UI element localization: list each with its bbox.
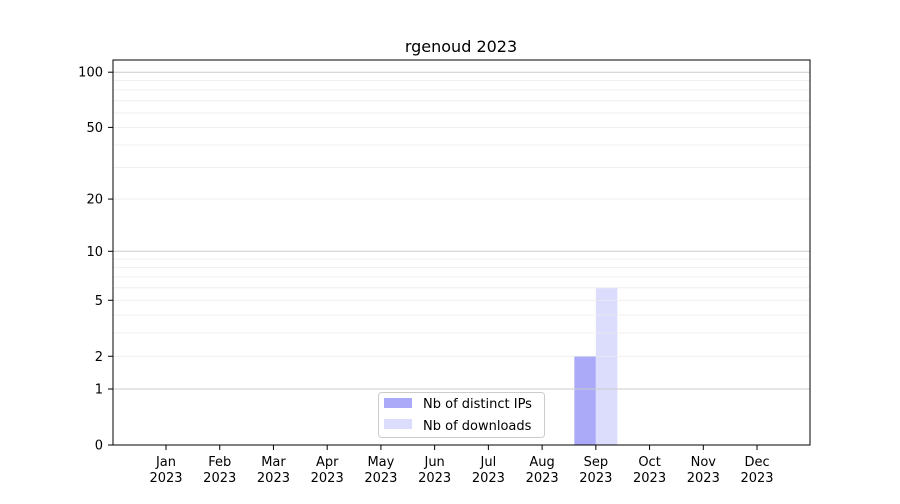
x-tick-label-month: Dec <box>744 455 769 470</box>
legend-swatch-downloads <box>384 419 412 429</box>
x-tick-label-year: 2023 <box>526 471 559 486</box>
x-tick-label-month: Nov <box>691 455 717 470</box>
x-axis: Jan2023Feb2023Mar2023Apr2023May2023Jun20… <box>149 445 774 486</box>
x-tick-label-month: Jan <box>155 455 176 470</box>
y-tick-label: 20 <box>86 193 103 208</box>
legend-label-downloads: Nb of downloads <box>423 419 532 434</box>
y-axis: 0 1 2 5 10 20 50 100 <box>78 66 113 454</box>
x-tick-label-year: 2023 <box>687 471 720 486</box>
x-tick-label-year: 2023 <box>364 471 397 486</box>
legend-label-ips: Nb of distinct IPs <box>423 397 532 412</box>
plot-frame <box>112 59 811 446</box>
legend-box <box>378 392 545 438</box>
x-tick-label-month: Oct <box>638 455 660 470</box>
bar-downloads <box>595 287 618 445</box>
x-tick-label-year: 2023 <box>257 471 290 486</box>
x-tick-label-year: 2023 <box>311 471 344 486</box>
x-tick-label-year: 2023 <box>472 471 505 486</box>
y-tick-label: 5 <box>95 294 103 309</box>
x-tick-label-month: Feb <box>208 455 231 470</box>
y-tick-label: 10 <box>86 245 103 260</box>
y-tick-label: 2 <box>95 350 103 365</box>
chart-title: rgenoud 2023 <box>405 37 517 56</box>
bars <box>574 287 618 445</box>
x-tick-label-month: Aug <box>529 455 554 470</box>
x-tick-label-month: Apr <box>316 455 339 470</box>
x-tick-label-month: Sep <box>584 455 609 470</box>
y-tick-label: 1 <box>95 383 103 398</box>
x-tick-label-month: Jul <box>480 455 497 470</box>
y-tick-label: 50 <box>86 121 103 136</box>
x-tick-label-year: 2023 <box>579 471 612 486</box>
x-tick-label-year: 2023 <box>633 471 666 486</box>
legend: Nb of distinct IPs Nb of downloads <box>378 392 545 438</box>
grid <box>113 71 810 390</box>
x-tick-label-month: Jun <box>423 455 444 470</box>
x-tick-label-year: 2023 <box>149 471 182 486</box>
y-tick-label: 100 <box>78 66 103 81</box>
x-tick-label-month: Mar <box>261 455 286 470</box>
x-tick-label-year: 2023 <box>740 471 773 486</box>
x-tick-label-month: May <box>367 455 394 470</box>
y-tick-label: 0 <box>95 439 103 454</box>
x-tick-label-year: 2023 <box>203 471 236 486</box>
legend-swatch-ips <box>384 398 412 408</box>
x-tick-label-year: 2023 <box>418 471 451 486</box>
bar-ips <box>574 356 596 445</box>
